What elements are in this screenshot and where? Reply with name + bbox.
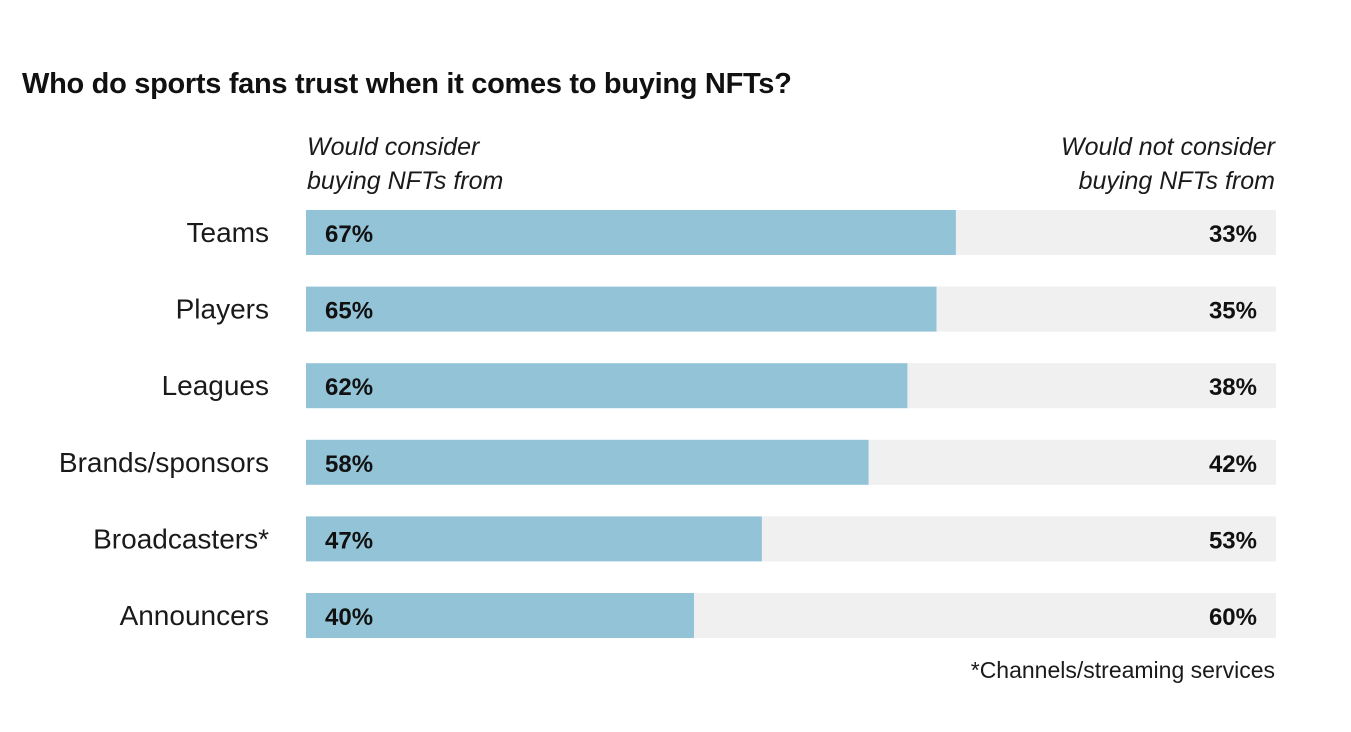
bar-not-consider-players — [936, 286, 1276, 332]
bar-not-consider-teams — [955, 210, 1276, 255]
value-label-consider: 62% — [325, 374, 373, 401]
value-label-not-consider: 53% — [1209, 527, 1257, 554]
bar-row-announcers: Announcers 40% 60% — [120, 593, 1276, 638]
legend-consider-line2: buying NFTs from — [307, 167, 504, 195]
legend-consider: Would consider buying NFTs from — [307, 130, 503, 198]
value-label-not-consider: 38% — [1209, 374, 1257, 401]
value-label-consider: 40% — [325, 604, 373, 631]
value-label-not-consider: 33% — [1209, 221, 1257, 248]
bar-row-teams: Teams 67% 33% — [187, 210, 1276, 255]
bar-consider-teams — [306, 210, 956, 255]
legend-consider-line1: Would consider — [307, 133, 480, 161]
category-label: Leagues — [162, 370, 269, 401]
category-label: Teams — [187, 217, 269, 248]
bar-consider-players — [306, 286, 937, 332]
footnote: *Channels/streaming services — [970, 657, 1275, 683]
legend-not-consider-line2: buying NFTs from — [1078, 167, 1275, 195]
bar-consider-brands-sponsors — [306, 439, 869, 485]
category-label: Brands/sponsors — [59, 447, 269, 478]
bar-not-consider-announcers — [694, 593, 1276, 638]
value-label-not-consider: 60% — [1209, 604, 1257, 631]
legend-not-consider-line1: Would not consider — [1060, 133, 1275, 161]
value-label-consider: 67% — [325, 221, 373, 248]
bar-consider-leagues — [306, 363, 908, 409]
value-label-not-consider: 35% — [1209, 298, 1257, 325]
bar-not-consider-broadcasters — [761, 516, 1276, 562]
value-label-not-consider: 42% — [1209, 451, 1257, 478]
bar-row-broadcasters: Broadcasters* 47% 53% — [93, 516, 1276, 562]
bar-row-brands-sponsors: Brands/sponsors 58% 42% — [59, 439, 1276, 485]
value-label-consider: 47% — [325, 527, 373, 554]
category-label: Broadcasters* — [93, 523, 269, 554]
bar-not-consider-brands-sponsors — [868, 439, 1276, 485]
value-label-consider: 65% — [325, 298, 373, 325]
category-label: Announcers — [120, 600, 269, 631]
bar-row-leagues: Leagues 62% 38% — [162, 363, 1276, 409]
bar-consider-announcers — [306, 593, 694, 638]
chart-title: Who do sports fans trust when it comes t… — [22, 68, 792, 100]
value-label-consider: 58% — [325, 451, 373, 478]
bar-not-consider-leagues — [907, 363, 1276, 409]
bar-consider-broadcasters — [306, 516, 762, 562]
category-label: Players — [176, 294, 269, 325]
bar-row-players: Players 65% 35% — [176, 286, 1276, 332]
legend-not-consider: Would not consider buying NFTs from — [1061, 130, 1275, 198]
